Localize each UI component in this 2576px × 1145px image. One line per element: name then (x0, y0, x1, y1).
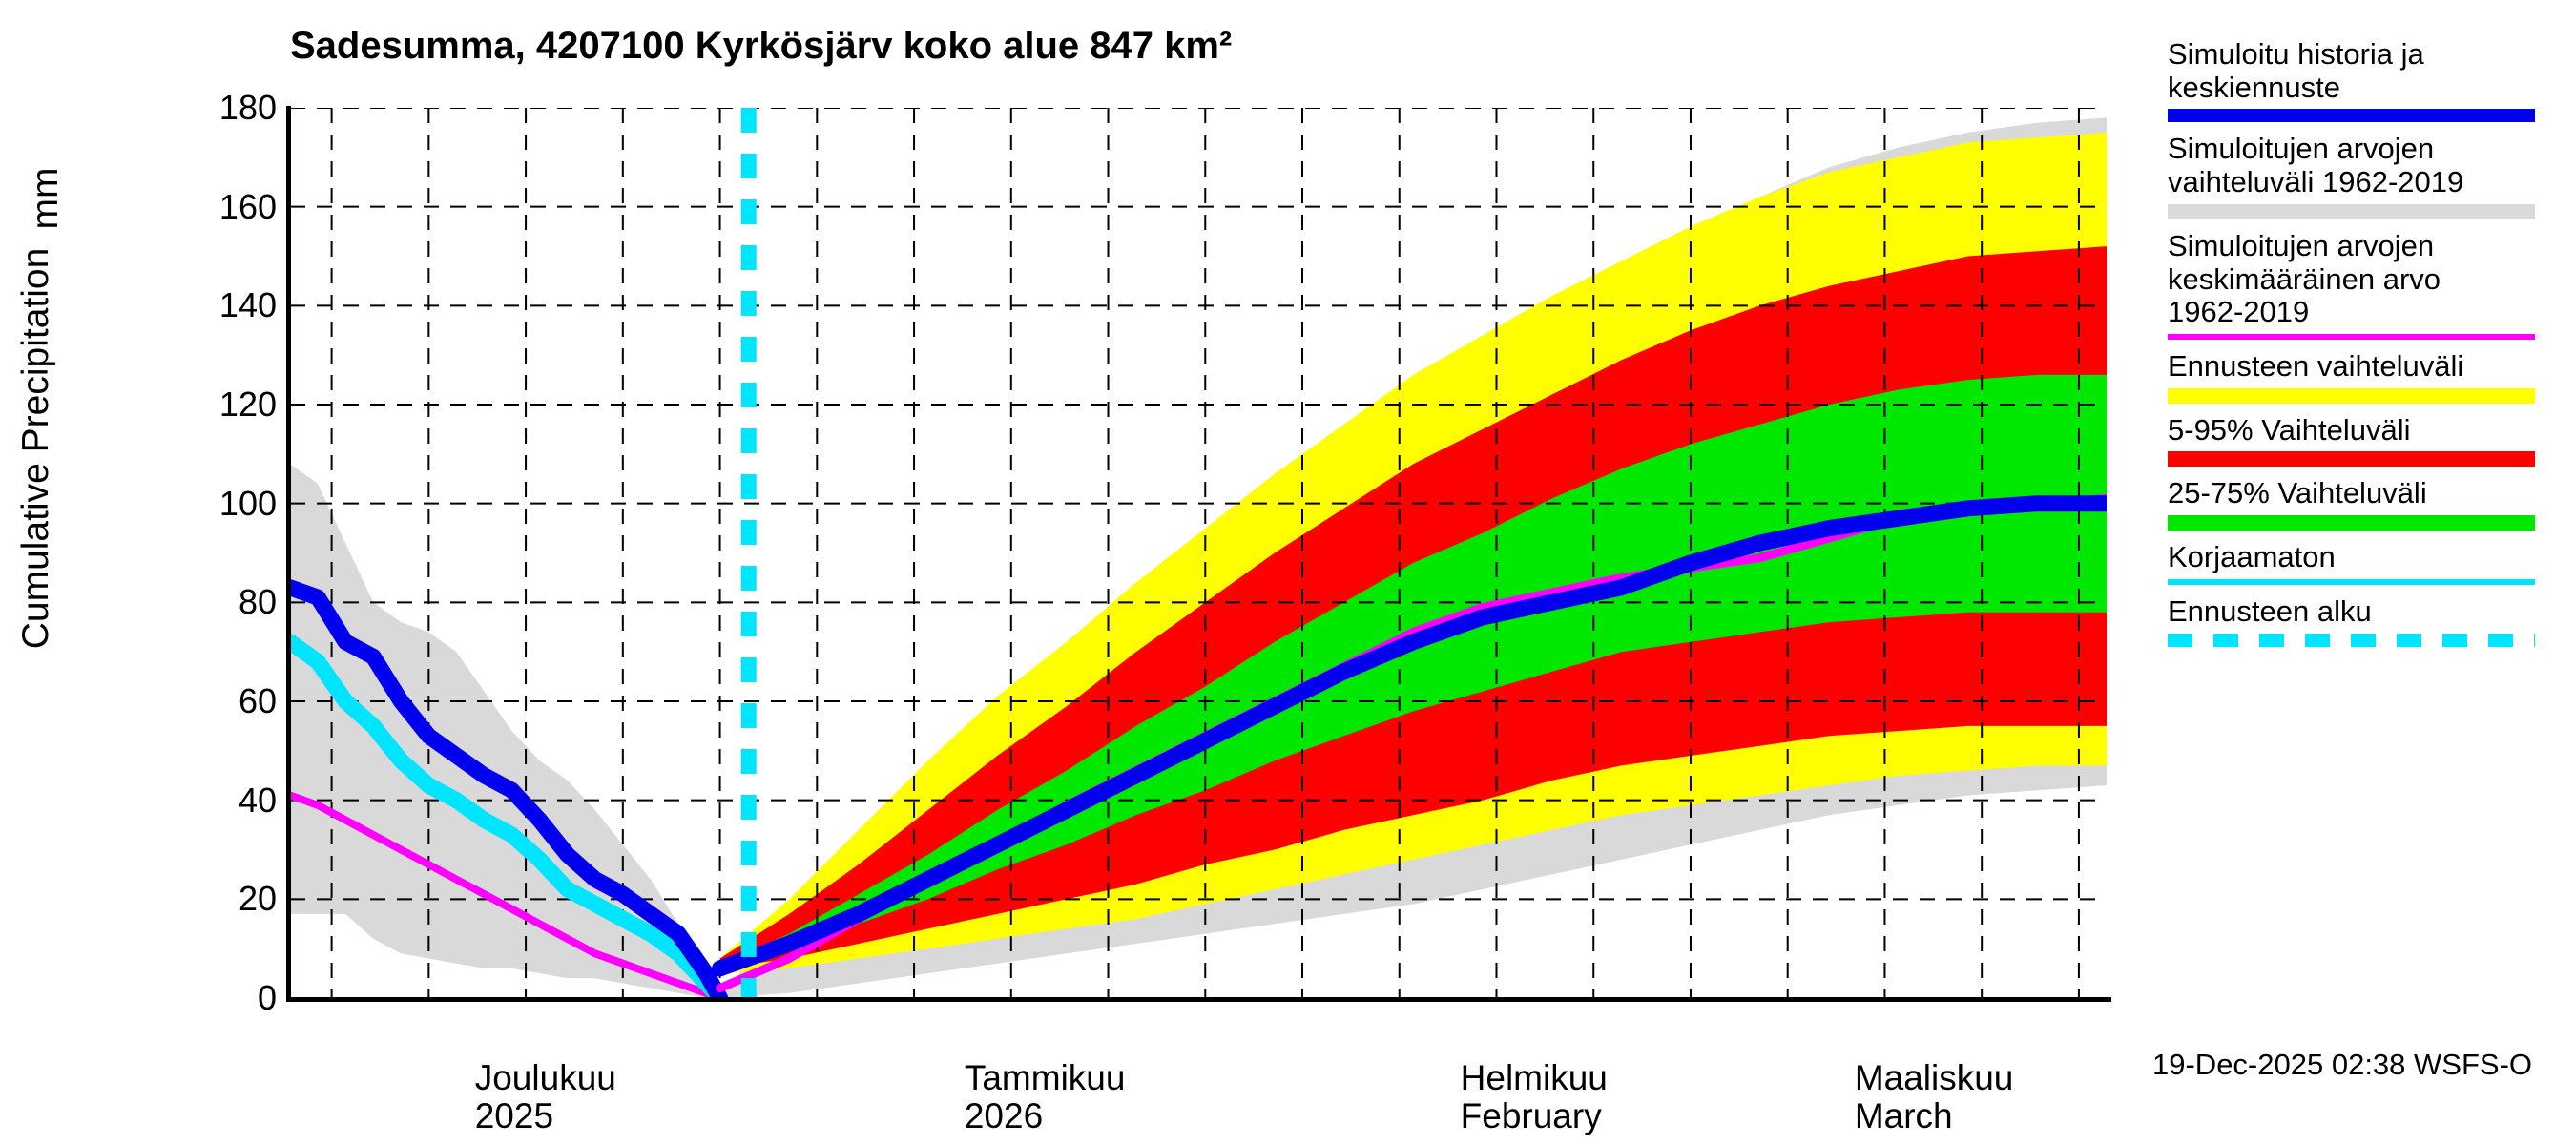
ytick-120: 120 (218, 385, 277, 424)
y-axis-unit-label: mm (25, 167, 66, 230)
xtick-helmikuu-february-fi: Helmikuu (1460, 1058, 1608, 1097)
xtick-maaliskuu-march: Maaliskuu March (1855, 1059, 2014, 1135)
legend-5-95-range-label: 5-95% Vaihteluväli (2168, 412, 2411, 447)
xtick-joulukuu-2025-fi: Joulukuu (474, 1058, 616, 1097)
xtick-tammikuu-2026: Tammikuu 2026 (965, 1059, 1126, 1135)
y-axis-tick-labels: 0 20 40 60 80 100 120 140 160 180 (162, 88, 277, 1017)
legend-simulated-history-mean-label: Simuloitu historia ja keskiennuste (2168, 37, 2424, 104)
chart-legend: Simuloitu historia ja keskiennuste Simulo… (2168, 37, 2568, 657)
line-simulated-mean-history (290, 791, 724, 998)
xtick-tammikuu-2026-fi: Tammikuu (964, 1058, 1126, 1097)
xtick-tammikuu-2026-en: 2026 (964, 1095, 1044, 1135)
legend-simulated-range: Simuloitujen arvojen vaihteluväli 1962-2… (2168, 132, 2568, 219)
band-25-75-range (719, 374, 2107, 968)
ytick-40: 40 (238, 780, 277, 820)
timestamp-label: 19-Dec-2025 02:38 WSFS-O (2152, 1048, 2533, 1081)
ytick-180: 180 (218, 88, 277, 127)
xtick-maaliskuu-march-en: March (1854, 1095, 1953, 1135)
legend-simulated-history-mean: Simuloitu historia ja keskiennuste (2168, 37, 2568, 123)
legend-simulated-mean-swatch (2168, 334, 2535, 341)
xtick-joulukuu-2025: Joulukuu 2025 (475, 1059, 616, 1135)
line-simulated-history-mean (290, 579, 729, 998)
legend-forecast-start: Ennusteen alku (2168, 593, 2568, 647)
legend-uncorrected: Korjaamaton (2168, 540, 2568, 585)
band-simulated-range-history (290, 464, 720, 998)
legend-forecast-range-label: Ennusteen vaihteluväli (2168, 349, 2464, 384)
legend-simulated-mean: Simuloitujen arvojen keskimääräinen arvo… (2168, 228, 2568, 341)
legend-simulated-range-swatch (2168, 203, 2535, 219)
legend-uncorrected-swatch (2168, 578, 2535, 585)
legend-forecast-range-swatch (2168, 387, 2535, 404)
legend-uncorrected-label: Korjaamaton (2168, 540, 2336, 574)
line-uncorrected-history (290, 634, 729, 998)
line-forecast-mean (712, 495, 2107, 977)
legend-forecast-start-label: Ennusteen alku (2168, 593, 2372, 628)
page-title: Sadesumma, 4207100 Kyrkösjärv koko alue … (290, 25, 1233, 67)
ytick-160: 160 (218, 186, 277, 226)
ytick-140: 140 (218, 285, 277, 325)
plot-area (286, 106, 2111, 1002)
axis-line-left (286, 106, 291, 1000)
legend-simulated-mean-label: Simuloitujen arvojen keskimääräinen arvo… (2168, 228, 2441, 329)
chart-canvas (290, 108, 2107, 998)
legend-25-75-range-label: 25-75% Vaihteluväli (2168, 476, 2427, 510)
ytick-0: 0 (257, 978, 277, 1017)
legend-forecast-start-swatch (2168, 633, 2535, 647)
xtick-joulukuu-2025-en: 2025 (474, 1095, 554, 1135)
ytick-80: 80 (238, 582, 277, 622)
ytick-60: 60 (238, 681, 277, 720)
legend-5-95-range-swatch (2168, 451, 2535, 468)
legend-25-75-range: 25-75% Vaihteluväli (2168, 477, 2568, 531)
axis-line-bottom (286, 997, 2111, 1002)
legend-forecast-range: Ennusteen vaihteluväli (2168, 349, 2568, 404)
legend-5-95-range: 5-95% Vaihteluväli (2168, 412, 2568, 468)
legend-25-75-range-swatch (2168, 515, 2535, 531)
ytick-20: 20 (238, 879, 277, 919)
xtick-helmikuu-february: Helmikuu February (1461, 1059, 1608, 1135)
ytick-100: 100 (218, 483, 277, 523)
x-gridlines (330, 108, 2080, 998)
xtick-maaliskuu-march-fi: Maaliskuu (1854, 1058, 2014, 1097)
legend-simulated-range-label: Simuloitujen arvojen vaihteluväli 1962-2… (2168, 132, 2464, 199)
legend-simulated-history-mean-swatch (2168, 109, 2535, 123)
xtick-helmikuu-february-en: February (1460, 1095, 1602, 1135)
